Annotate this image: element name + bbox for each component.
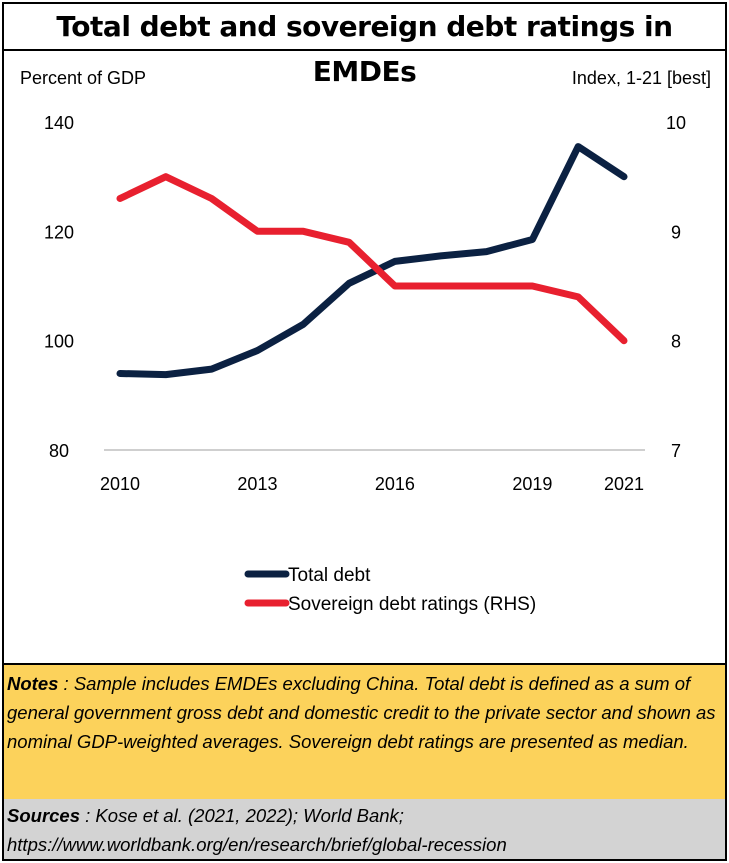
chart-title: Total debt and sovereign debt ratings in… [4,4,725,88]
x-tick-label: 2019 [512,474,552,494]
y-right-tick-label: 7 [671,441,681,461]
y-left-axis-label: Percent of GDP [20,68,146,88]
line-chart: Percent of GDP Index, 1-21 [best] 140 120 10… [20,68,711,615]
y-left-tick-label: 80 [49,441,69,461]
x-tick-label: 2016 [375,474,415,494]
y-left-tick-label: 120 [44,222,74,242]
legend-label-total-debt: Total debt [288,565,371,586]
y-left-tick-label: 100 [44,332,74,352]
notes-text: : Sample includes EMDEs excluding China.… [7,673,716,752]
y-left-tick-label: 140 [44,113,74,133]
y-right-tick-label: 8 [671,332,681,352]
x-tick-label: 2021 [604,474,644,494]
sources-box: Sources : Kose et al. (2021, 2022); Worl… [4,799,725,859]
y-right-tick-label: 10 [666,113,686,133]
sources-text: : Kose et al. (2021, 2022); World Bank; … [7,805,507,855]
sources-label: Sources [7,805,81,826]
notes-box: Notes : Sample includes EMDEs excluding … [4,663,725,805]
x-tick-label: 2010 [100,474,140,494]
legend-label-sovereign-ratings: Sovereign debt ratings (RHS) [288,594,536,615]
total-debt-line [116,143,628,379]
y-right-tick-label: 9 [671,222,681,242]
sovereign-ratings-line [116,173,628,345]
notes-label: Notes [7,673,59,694]
y-right-axis-label: Index, 1-21 [best] [572,68,711,88]
x-tick-label: 2013 [237,474,277,494]
